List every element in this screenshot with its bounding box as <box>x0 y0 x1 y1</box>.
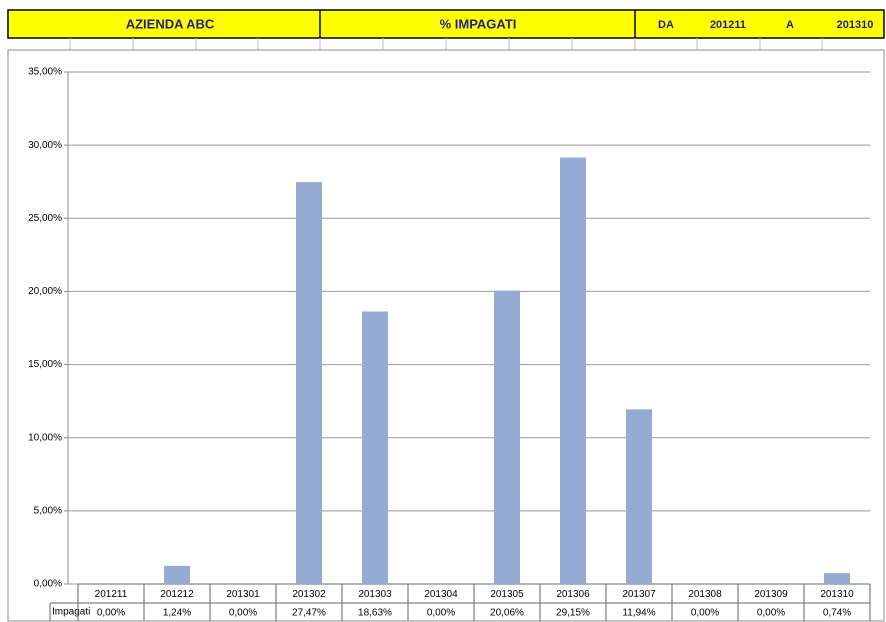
bar <box>362 311 388 584</box>
header-cell: 201211 <box>710 19 746 31</box>
value-label: 27,47% <box>292 608 326 619</box>
value-label: 0,00% <box>229 608 257 619</box>
header-cell: A <box>786 19 794 31</box>
header-row <box>7 9 885 39</box>
y-tick-label: 0,00% <box>34 579 62 590</box>
bar <box>560 157 586 584</box>
cell-grid <box>69 38 823 50</box>
bar <box>164 565 190 584</box>
x-tick-label: 201309 <box>754 589 788 600</box>
y-tick-label: 10,00% <box>28 432 62 443</box>
y-tick-label: 15,00% <box>28 359 62 370</box>
value-label: 29,15% <box>556 608 590 619</box>
x-tick-label: 201302 <box>292 589 326 600</box>
y-tick-label: 25,00% <box>28 213 62 224</box>
value-label: 11,94% <box>622 608 655 619</box>
y-tick-label: 35,00% <box>28 67 62 78</box>
bar <box>296 182 322 584</box>
bar <box>626 409 652 584</box>
y-tick-label: 20,00% <box>28 286 62 297</box>
bar <box>824 573 850 584</box>
value-label: 1,24% <box>163 608 191 619</box>
x-tick-label: 201304 <box>424 589 458 600</box>
value-label: 0,00% <box>757 608 785 619</box>
value-label: 0,00% <box>427 608 455 619</box>
value-label: 18,63% <box>358 608 392 619</box>
y-tick-label: 30,00% <box>28 140 62 151</box>
value-label: 0,00% <box>97 608 125 619</box>
x-tick-label: 201301 <box>226 589 260 600</box>
value-label: 0,00% <box>691 608 719 619</box>
x-tick-label: 201307 <box>622 589 656 600</box>
y-tick-label: 5,00% <box>34 505 62 516</box>
chart-border <box>7 49 885 622</box>
header-dividers <box>319 10 636 38</box>
x-tick-label: 201305 <box>490 589 524 600</box>
value-label: 0,74% <box>823 608 851 619</box>
header-cell: DA <box>658 19 674 31</box>
header-cell: % IMPAGATI <box>440 16 517 31</box>
value-label: 20,06% <box>490 608 524 619</box>
x-tick-label: 201212 <box>160 589 194 600</box>
x-tick-label: 201303 <box>358 589 392 600</box>
header-cell: AZIENDA ABC <box>126 16 215 31</box>
table-row-label: Impagati <box>52 607 90 618</box>
header-cell: 201310 <box>837 19 874 31</box>
bar <box>494 290 520 584</box>
x-tick-label: 201308 <box>688 589 722 600</box>
x-tick-label: 201211 <box>95 589 128 600</box>
x-tick-label: 201310 <box>820 589 854 600</box>
x-tick-label: 201306 <box>556 589 590 600</box>
